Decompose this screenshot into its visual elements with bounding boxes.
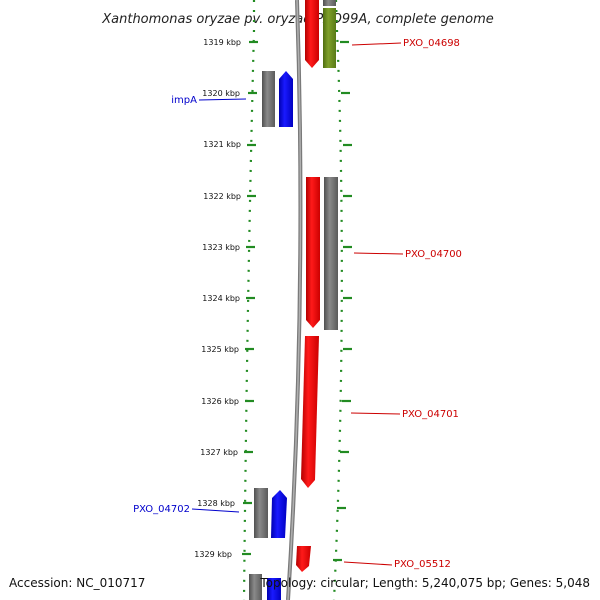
- tick-label: 1319 kbp: [203, 38, 241, 47]
- gene-gray-feature[interactable]: [324, 177, 338, 330]
- tick-label: 1321 kbp: [203, 140, 241, 149]
- gene-label-pxo-04702[interactable]: PXO_04702: [133, 504, 190, 515]
- gene-blue-feature[interactable]: [271, 490, 287, 538]
- gene-gray-feature[interactable]: [323, 0, 336, 6]
- gene-label-pxo-04701[interactable]: PXO_04701: [402, 409, 459, 420]
- tick-label: 1322 kbp: [203, 192, 241, 201]
- gene-red-feature[interactable]: [296, 546, 311, 572]
- right-tick-marks: [333, 40, 352, 562]
- gene-red-feature[interactable]: [301, 336, 319, 488]
- gene-labels: PXO_04698 impA PXO_04700 PXO_04701 PXO_0…: [133, 38, 462, 570]
- gene-olive-feature[interactable]: [323, 8, 336, 68]
- tick-label: 1323 kbp: [202, 243, 240, 252]
- tick-label: 1329 kbp: [194, 550, 232, 559]
- tick-label: 1325 kbp: [201, 345, 239, 354]
- gene-label-pxo-04700[interactable]: PXO_04700: [405, 249, 462, 260]
- gene-blue-feature[interactable]: [267, 578, 281, 600]
- gene-red-feature[interactable]: [305, 0, 319, 68]
- gene-label-pxo-04698[interactable]: PXO_04698: [403, 38, 460, 49]
- left-tick-marks: [242, 40, 258, 556]
- gene-red-feature[interactable]: [306, 177, 320, 328]
- outer-ring-left: [242, 0, 256, 600]
- gene-gray-feature[interactable]: [249, 574, 262, 600]
- gene-features: [249, 0, 338, 600]
- gene-label-pxo-05512[interactable]: PXO_05512: [394, 559, 451, 570]
- gene-gray-feature[interactable]: [262, 71, 275, 127]
- tick-label: 1327 kbp: [200, 448, 238, 457]
- tick-label: 1326 kbp: [201, 397, 239, 406]
- gene-blue-feature[interactable]: [279, 71, 293, 127]
- tick-label: 1320 kbp: [202, 89, 240, 98]
- topology-text: Topology: circular; Length: 5,240,075 bp…: [259, 576, 590, 590]
- accession-text: Accession: NC_010717: [9, 576, 145, 590]
- tick-label: 1328 kbp: [197, 499, 235, 508]
- tick-label: 1324 kbp: [202, 294, 240, 303]
- gene-gray-feature[interactable]: [254, 488, 268, 538]
- gene-label-impa[interactable]: impA: [171, 95, 197, 106]
- tick-labels: 1319 kbp 1320 kbp 1321 kbp 1322 kbp 1323…: [194, 38, 241, 559]
